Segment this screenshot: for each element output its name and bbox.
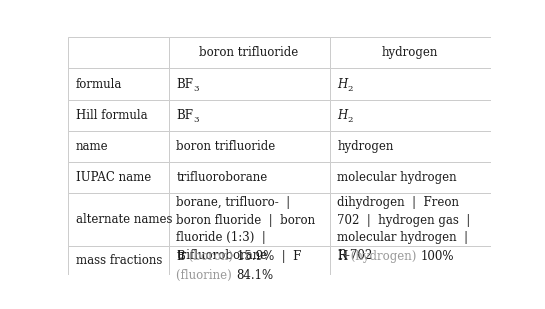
Text: 84.1%: 84.1%: [236, 269, 273, 282]
Bar: [68, 162, 168, 193]
Bar: [168, 100, 330, 131]
Bar: [330, 69, 490, 100]
Text: 2: 2: [347, 85, 353, 93]
Text: name: name: [76, 140, 108, 153]
Bar: [330, 131, 490, 162]
Bar: [168, 69, 330, 100]
Text: formula: formula: [76, 78, 122, 91]
Text: alternate names: alternate names: [76, 213, 172, 226]
Text: hydrogen: hydrogen: [382, 46, 438, 59]
Bar: [68, 69, 168, 100]
Text: hydrogen: hydrogen: [337, 140, 393, 153]
Text: (hydrogen): (hydrogen): [347, 250, 421, 263]
Bar: [68, 37, 168, 69]
Text: BF: BF: [176, 109, 193, 122]
Bar: [330, 162, 490, 193]
Bar: [330, 193, 490, 247]
Text: dihydrogen  |  Freon
702  |  hydrogen gas  |
molecular hydrogen  |
R-702: dihydrogen | Freon 702 | hydrogen gas | …: [337, 197, 470, 262]
Text: boron trifluoride: boron trifluoride: [176, 140, 276, 153]
Text: trifluoroborane: trifluoroborane: [176, 171, 268, 184]
Bar: [68, 100, 168, 131]
Text: IUPAC name: IUPAC name: [76, 171, 151, 184]
Text: boron trifluoride: boron trifluoride: [199, 46, 299, 59]
Bar: [68, 131, 168, 162]
Text: Hill formula: Hill formula: [76, 109, 147, 122]
Text: H: H: [337, 109, 347, 122]
Bar: [168, 193, 330, 247]
Text: borane, trifluoro-  |
boron fluoride  |  boron
fluoride (1:3)  |
trifluoroborane: borane, trifluoro- | boron fluoride | bo…: [176, 197, 316, 262]
Bar: [168, 131, 330, 162]
Text: 15.9%  |  F: 15.9% | F: [237, 250, 301, 263]
Text: BF: BF: [176, 78, 193, 91]
Bar: [168, 247, 330, 275]
Bar: [68, 247, 168, 275]
Text: molecular hydrogen: molecular hydrogen: [337, 171, 457, 184]
Text: mass fractions: mass fractions: [76, 254, 162, 267]
Text: B: B: [176, 250, 185, 263]
Text: 100%: 100%: [421, 250, 454, 263]
Text: H: H: [337, 78, 347, 91]
Bar: [330, 247, 490, 275]
Text: 3: 3: [193, 116, 199, 125]
Bar: [68, 193, 168, 247]
Text: (boron): (boron): [185, 250, 237, 263]
Text: 2: 2: [347, 116, 353, 125]
Bar: [330, 100, 490, 131]
Text: H: H: [337, 250, 347, 263]
Text: (fluorine): (fluorine): [176, 269, 236, 282]
Bar: [168, 37, 330, 69]
Bar: [330, 37, 490, 69]
Text: 3: 3: [193, 85, 199, 93]
Bar: [168, 162, 330, 193]
